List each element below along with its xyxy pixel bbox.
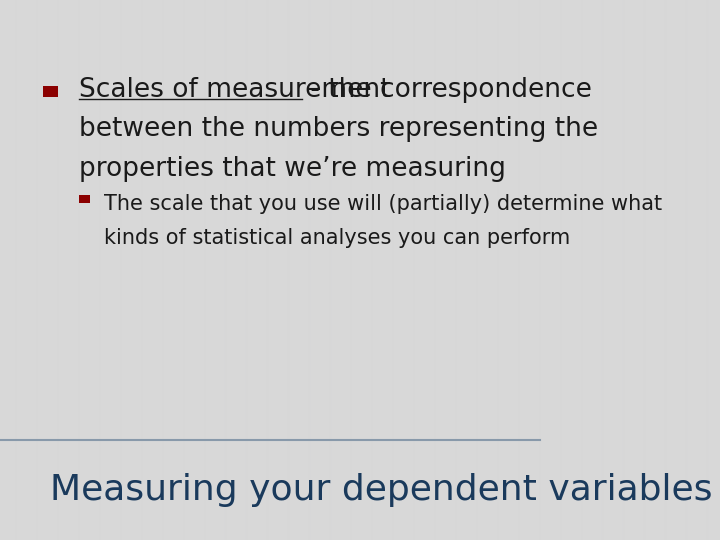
Text: kinds of statistical analyses you can perform: kinds of statistical analyses you can pe… (104, 228, 571, 248)
Text: - the correspondence: - the correspondence (302, 77, 593, 103)
Text: between the numbers representing the: between the numbers representing the (79, 116, 598, 142)
Text: The scale that you use will (partially) determine what: The scale that you use will (partially) … (104, 194, 662, 214)
Bar (79, 195, 90, 203)
Text: Scales of measurement: Scales of measurement (79, 77, 391, 103)
Bar (43, 86, 58, 97)
Text: Measuring your dependent variables: Measuring your dependent variables (50, 474, 713, 507)
Text: properties that we’re measuring: properties that we’re measuring (79, 156, 506, 181)
